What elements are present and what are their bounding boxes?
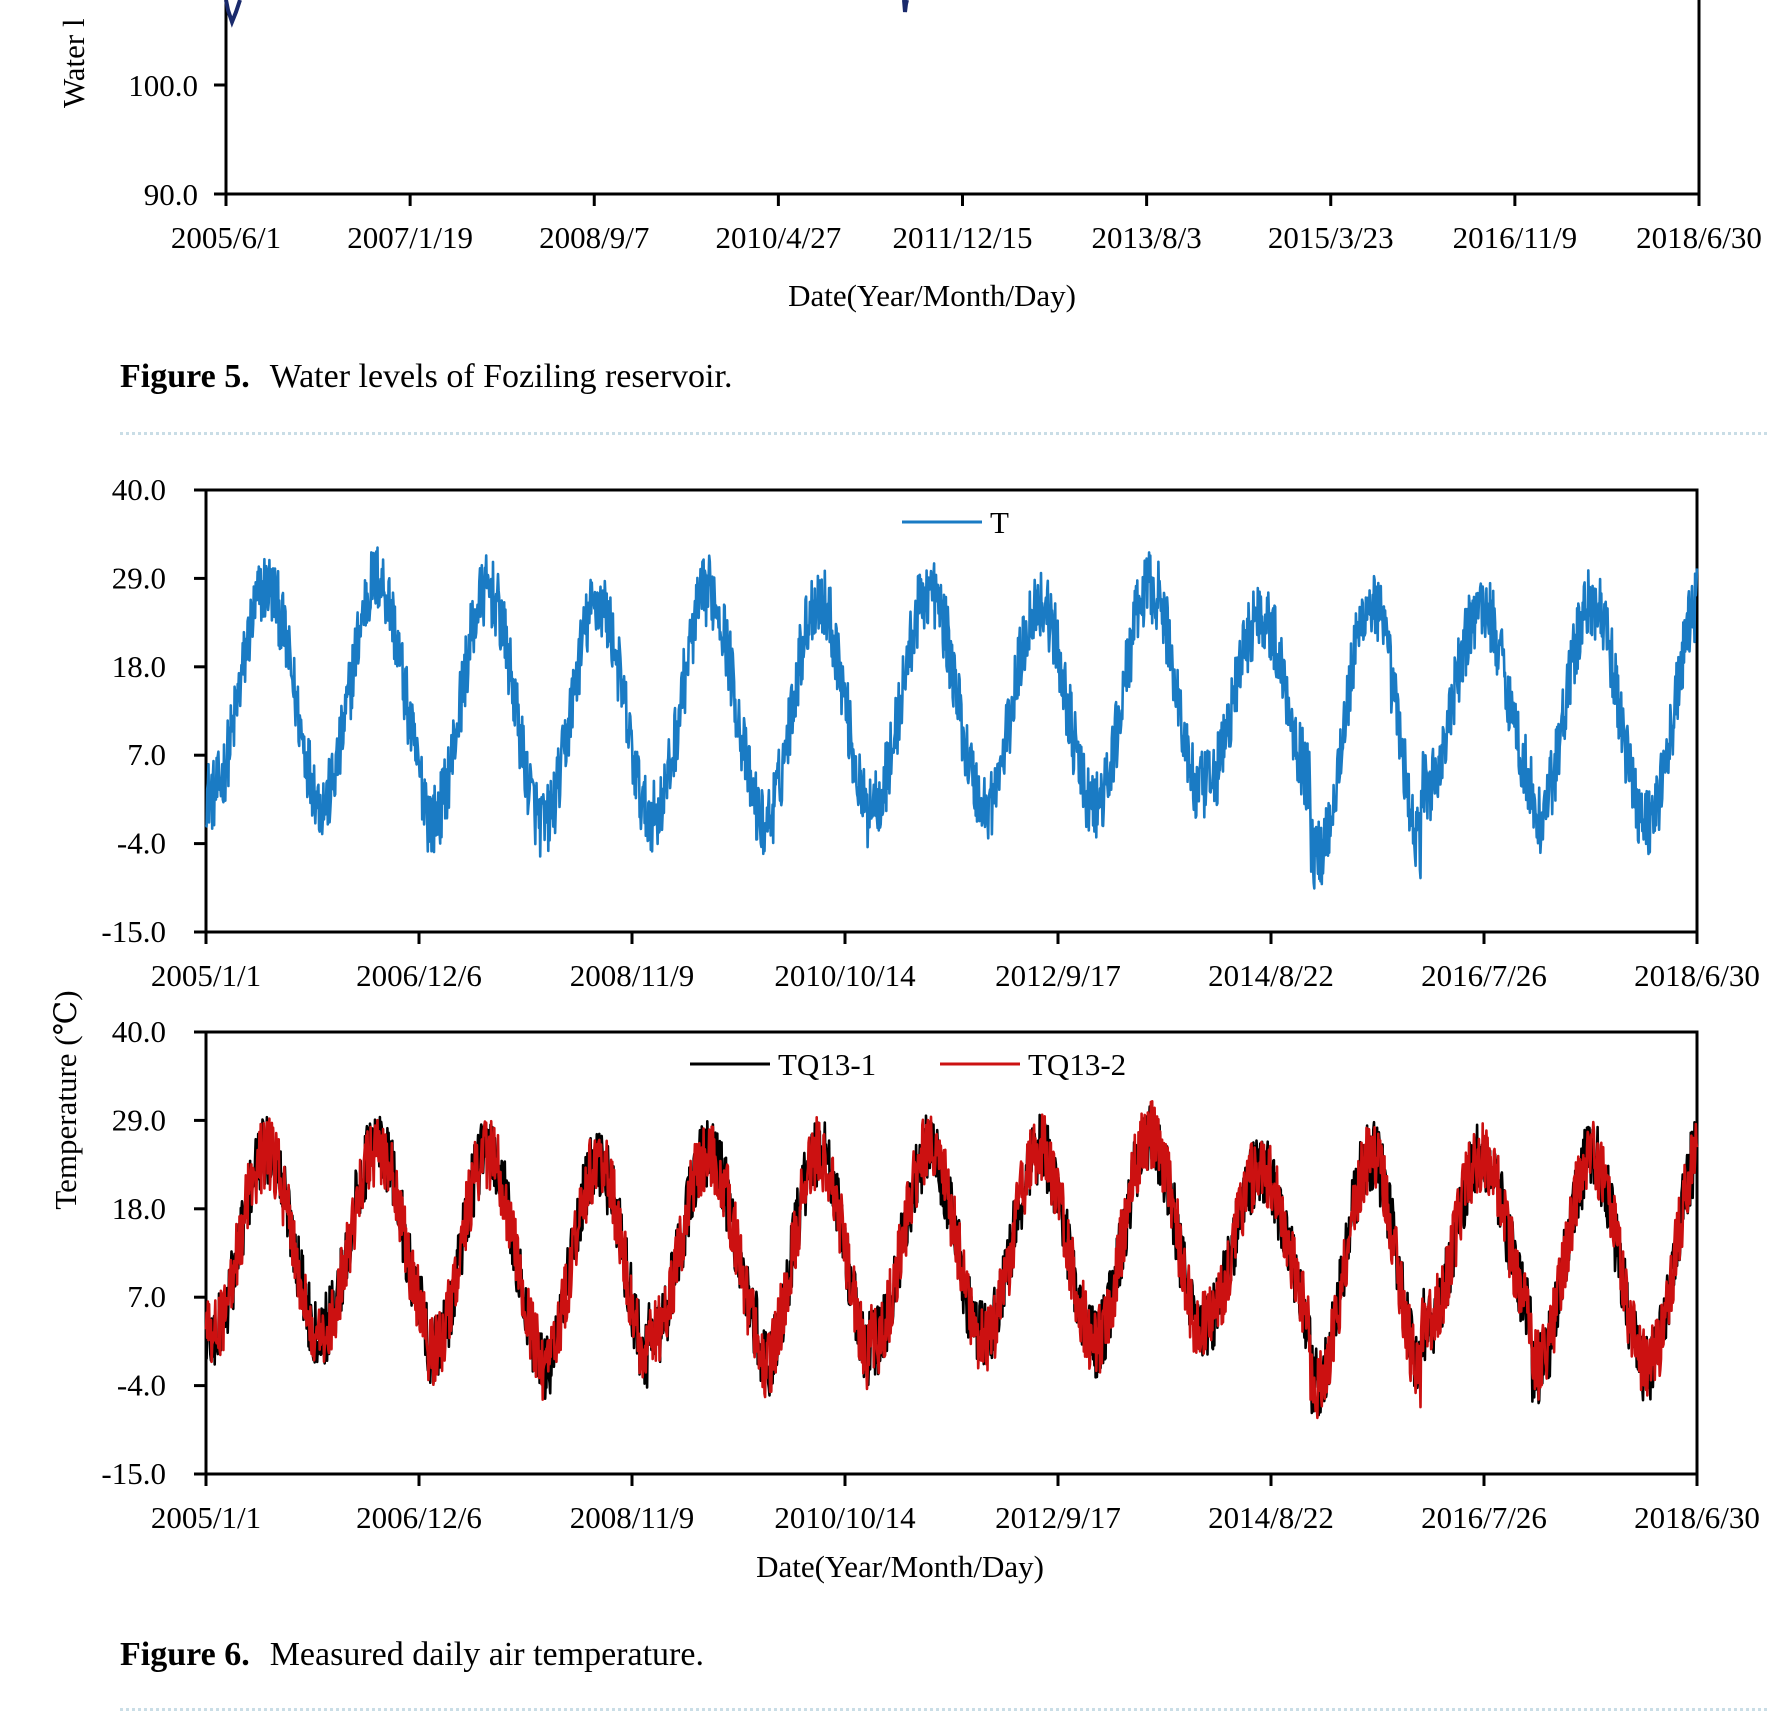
separator-1 <box>120 432 1767 435</box>
figure5-caption-text: Water levels of Foziling reservoir. <box>269 358 733 395</box>
ytick-label: 29.0 <box>112 560 166 595</box>
ytick-label: -15.0 <box>101 914 166 949</box>
xtick-label: 2010/10/14 <box>774 1500 916 1535</box>
xtick-label: 2010/10/14 <box>774 958 916 993</box>
ytick-label: 29.0 <box>112 1102 166 1137</box>
figure6-caption-text: Measured daily air temperature. <box>269 1636 704 1673</box>
xtick-label: 2012/9/17 <box>995 958 1121 993</box>
ytick-label: -15.0 <box>101 1456 166 1491</box>
fig5-ylabel: Water l <box>56 18 91 108</box>
xtick-label: 2018/6/30 <box>1634 958 1760 993</box>
plot-frame <box>204 488 1699 934</box>
xtick-label: 2016/7/26 <box>1421 1500 1547 1535</box>
xtick-label: 2005/1/1 <box>151 1500 261 1535</box>
xtick-label: 2005/1/1 <box>151 958 261 993</box>
figure6-caption: Figure 6. Measured daily air temperature. <box>120 1636 704 1674</box>
ytick-label: 40.0 <box>112 472 166 507</box>
fig5-xtick-label: 2018/6/30 <box>1636 220 1762 255</box>
fig5-xtick-label: 2010/4/27 <box>716 220 842 255</box>
xtick-label: 2006/12/6 <box>356 1500 482 1535</box>
ytick-label: 40.0 <box>112 1014 166 1049</box>
fig5-series-line <box>224 0 909 28</box>
ytick-label: 7.0 <box>127 737 166 772</box>
ytick-label: 18.0 <box>112 1191 166 1226</box>
legend-label: T <box>990 505 1009 540</box>
xtick-label: 2016/7/26 <box>1421 958 1547 993</box>
xtick-label: 2008/11/9 <box>570 958 695 993</box>
series-line-T <box>204 546 1699 890</box>
fig5-xtick-label: 2011/12/15 <box>892 220 1032 255</box>
fig5-xtick-label: 2013/8/3 <box>1092 220 1202 255</box>
fig5-xtick-label: 2016/11/9 <box>1453 220 1578 255</box>
ytick-label: 18.0 <box>112 649 166 684</box>
figure5-caption: Figure 5. Water levels of Foziling reserv… <box>120 358 732 396</box>
figure6-caption-label: Figure 6. <box>120 1636 250 1673</box>
ytick-label: -4.0 <box>117 1368 166 1403</box>
fig5-xtick-label: 2015/3/23 <box>1268 220 1394 255</box>
figure5-chart: Water l 100.0 90.0 2005/6/1 2007/1/19 2008… <box>56 0 1762 313</box>
plot-frame <box>204 1030 1699 1476</box>
legend: TQ13-1 TQ13-2 <box>684 1046 1174 1082</box>
separator-2 <box>120 1708 1767 1711</box>
legend: T <box>896 504 1009 540</box>
xtick-label: 2006/12/6 <box>356 958 482 993</box>
fig6-xlabel: Date(Year/Month/Day) <box>756 1549 1044 1584</box>
xtick-label: 2014/8/22 <box>1208 1500 1334 1535</box>
ytick-label: 7.0 <box>127 1279 166 1314</box>
figure6-chart: Temperature (℃) 40.0 29.0 18.0 7.0 -4.0 -15.0… <box>48 472 1760 1584</box>
legend-label: TQ13-2 <box>1028 1047 1126 1082</box>
fig6-panel-bottom: 40.0 29.0 18.0 7.0 -4.0 -15.0 2005/1/1 2006/12/… <box>101 1014 1759 1535</box>
fig6-ylabel: Temperature (℃) <box>48 990 83 1209</box>
legend-label: TQ13-1 <box>778 1047 876 1082</box>
xtick-label: 2018/6/30 <box>1634 1500 1760 1535</box>
fig5-xlabel: Date(Year/Month/Day) <box>788 278 1076 313</box>
xtick-label: 2012/9/17 <box>995 1500 1121 1535</box>
series-line-TQ13-2 <box>204 1100 1699 1420</box>
xtick-label: 2008/11/9 <box>570 1500 695 1535</box>
fig5-xtick-label: 2007/1/19 <box>347 220 473 255</box>
figure5-caption-label: Figure 5. <box>120 358 250 395</box>
fig5-ytick-100: 100.0 <box>128 68 198 103</box>
ytick-label: -4.0 <box>117 826 166 861</box>
fig6-panel-top: 40.0 29.0 18.0 7.0 -4.0 -15.0 2005/1/1 2006/12/… <box>101 472 1759 993</box>
xtick-label: 2014/8/22 <box>1208 958 1334 993</box>
fig5-xtick-label: 2008/9/7 <box>539 220 649 255</box>
fig5-xtick-label: 2005/6/1 <box>171 220 281 255</box>
fig5-ytick-90: 90.0 <box>144 177 198 212</box>
